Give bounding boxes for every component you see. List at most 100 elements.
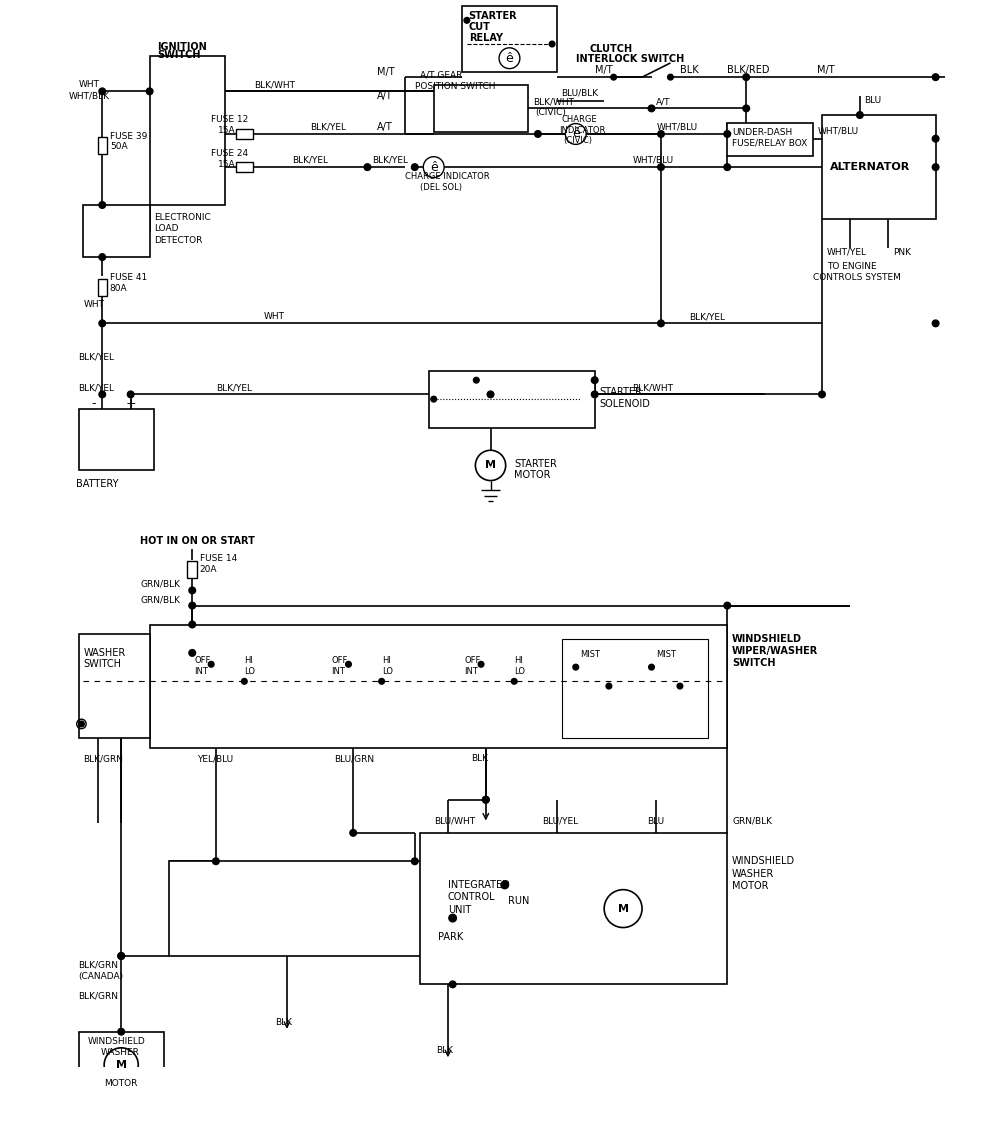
Text: M: M [618, 903, 629, 914]
Text: RUN: RUN [508, 896, 529, 906]
Text: WHT: WHT [79, 80, 100, 89]
Text: INDICATOR: INDICATOR [559, 126, 605, 135]
Bar [429, 371, 595, 428]
Bar [98, 137, 107, 154]
Text: A/T: A/T [656, 97, 671, 106]
Circle shape [431, 396, 437, 402]
Circle shape [208, 662, 214, 667]
Circle shape [189, 587, 196, 594]
Text: BLK/GRN: BLK/GRN [79, 961, 119, 970]
Text: BLU: BLU [647, 817, 664, 826]
Text: M/T: M/T [377, 68, 395, 78]
Circle shape [99, 392, 106, 398]
Text: INT: INT [194, 667, 208, 676]
Bar [236, 129, 253, 138]
Text: (CIVIC): (CIVIC) [563, 136, 592, 145]
Text: CUT: CUT [469, 22, 491, 32]
Bar [79, 1032, 164, 1098]
Text: BLU/WHT: BLU/WHT [434, 817, 475, 826]
Circle shape [449, 981, 456, 988]
Text: WIPER/WASHER: WIPER/WASHER [732, 646, 818, 656]
Text: BLU/BLK: BLU/BLK [562, 89, 599, 98]
Text: UNIT: UNIT [448, 904, 471, 915]
Text: HI: HI [514, 656, 523, 665]
Bar [562, 639, 708, 738]
Circle shape [350, 829, 357, 836]
Text: A/T: A/T [377, 91, 393, 101]
Circle shape [857, 111, 863, 118]
Text: BLK/WHT: BLK/WHT [533, 97, 574, 106]
Circle shape [127, 392, 134, 398]
Text: MIST: MIST [580, 650, 600, 659]
Circle shape [118, 1028, 125, 1035]
Circle shape [364, 164, 371, 170]
Circle shape [104, 1047, 138, 1082]
Circle shape [411, 858, 418, 865]
Text: PNK: PNK [893, 248, 911, 256]
Text: A/T GEAR: A/T GEAR [420, 71, 462, 80]
Text: IGNITION: IGNITION [157, 42, 207, 52]
Circle shape [511, 678, 517, 684]
Text: BLK/YEL: BLK/YEL [689, 313, 725, 322]
Text: BLU/GRN: BLU/GRN [334, 755, 374, 764]
Circle shape [649, 664, 654, 670]
Text: BLK/RED: BLK/RED [727, 64, 770, 74]
Text: BLK/GRN: BLK/GRN [79, 991, 119, 1000]
Circle shape [658, 319, 664, 326]
Circle shape [724, 164, 731, 170]
Circle shape [499, 47, 520, 69]
Text: ê: ê [430, 161, 438, 173]
Bar [462, 6, 557, 72]
Text: BLK: BLK [680, 64, 699, 74]
Circle shape [932, 164, 939, 170]
Circle shape [146, 88, 153, 94]
Text: STARTER: STARTER [469, 10, 517, 20]
Text: GRN/BLK: GRN/BLK [732, 817, 772, 826]
Text: YEL/BLU: YEL/BLU [197, 755, 233, 764]
Circle shape [478, 662, 484, 667]
Text: (CIVIC): (CIVIC) [535, 108, 566, 117]
Text: WINDSHIELD: WINDSHIELD [88, 1036, 146, 1045]
Text: INT: INT [464, 667, 478, 676]
Circle shape [591, 377, 598, 384]
Text: (CANADA): (CANADA) [79, 972, 124, 981]
Circle shape [118, 953, 125, 960]
Text: SOLENOID: SOLENOID [599, 399, 650, 408]
Circle shape [99, 88, 106, 94]
Text: MOTOR: MOTOR [104, 1079, 138, 1088]
Text: CONTROL: CONTROL [448, 892, 496, 902]
Circle shape [118, 953, 125, 960]
Text: 80A: 80A [110, 284, 127, 292]
Text: BLK/YEL: BLK/YEL [311, 123, 347, 132]
Text: BLK/YEL: BLK/YEL [79, 384, 115, 393]
Text: 15A: 15A [218, 160, 235, 169]
Text: INTERLOCK SWITCH: INTERLOCK SWITCH [576, 54, 684, 64]
Text: M/T: M/T [817, 64, 835, 74]
Text: WHT/YEL: WHT/YEL [827, 248, 867, 256]
Bar [150, 624, 727, 748]
Circle shape [932, 74, 939, 81]
Circle shape [423, 156, 444, 178]
Circle shape [99, 319, 106, 326]
Circle shape [743, 74, 750, 81]
Text: BLK: BLK [437, 1046, 454, 1055]
Text: UNDER-DASH: UNDER-DASH [732, 127, 792, 136]
Text: FUSE 14: FUSE 14 [200, 554, 237, 562]
Text: WASHER: WASHER [83, 648, 126, 658]
Bar [420, 832, 727, 984]
Text: SWITCH: SWITCH [157, 51, 201, 61]
Text: LOAD: LOAD [154, 224, 179, 233]
Bar [236, 162, 253, 172]
Text: WASHER: WASHER [732, 868, 774, 879]
Text: WHT: WHT [83, 300, 104, 309]
Text: OFF: OFF [464, 656, 480, 665]
Circle shape [677, 683, 683, 688]
Circle shape [99, 254, 106, 260]
Text: -: - [91, 397, 95, 411]
Text: RELAY: RELAY [469, 34, 503, 44]
Circle shape [549, 42, 555, 47]
Circle shape [658, 130, 664, 137]
Text: MOTOR: MOTOR [514, 470, 551, 480]
Circle shape [487, 392, 494, 398]
Text: SWITCH: SWITCH [732, 658, 776, 668]
